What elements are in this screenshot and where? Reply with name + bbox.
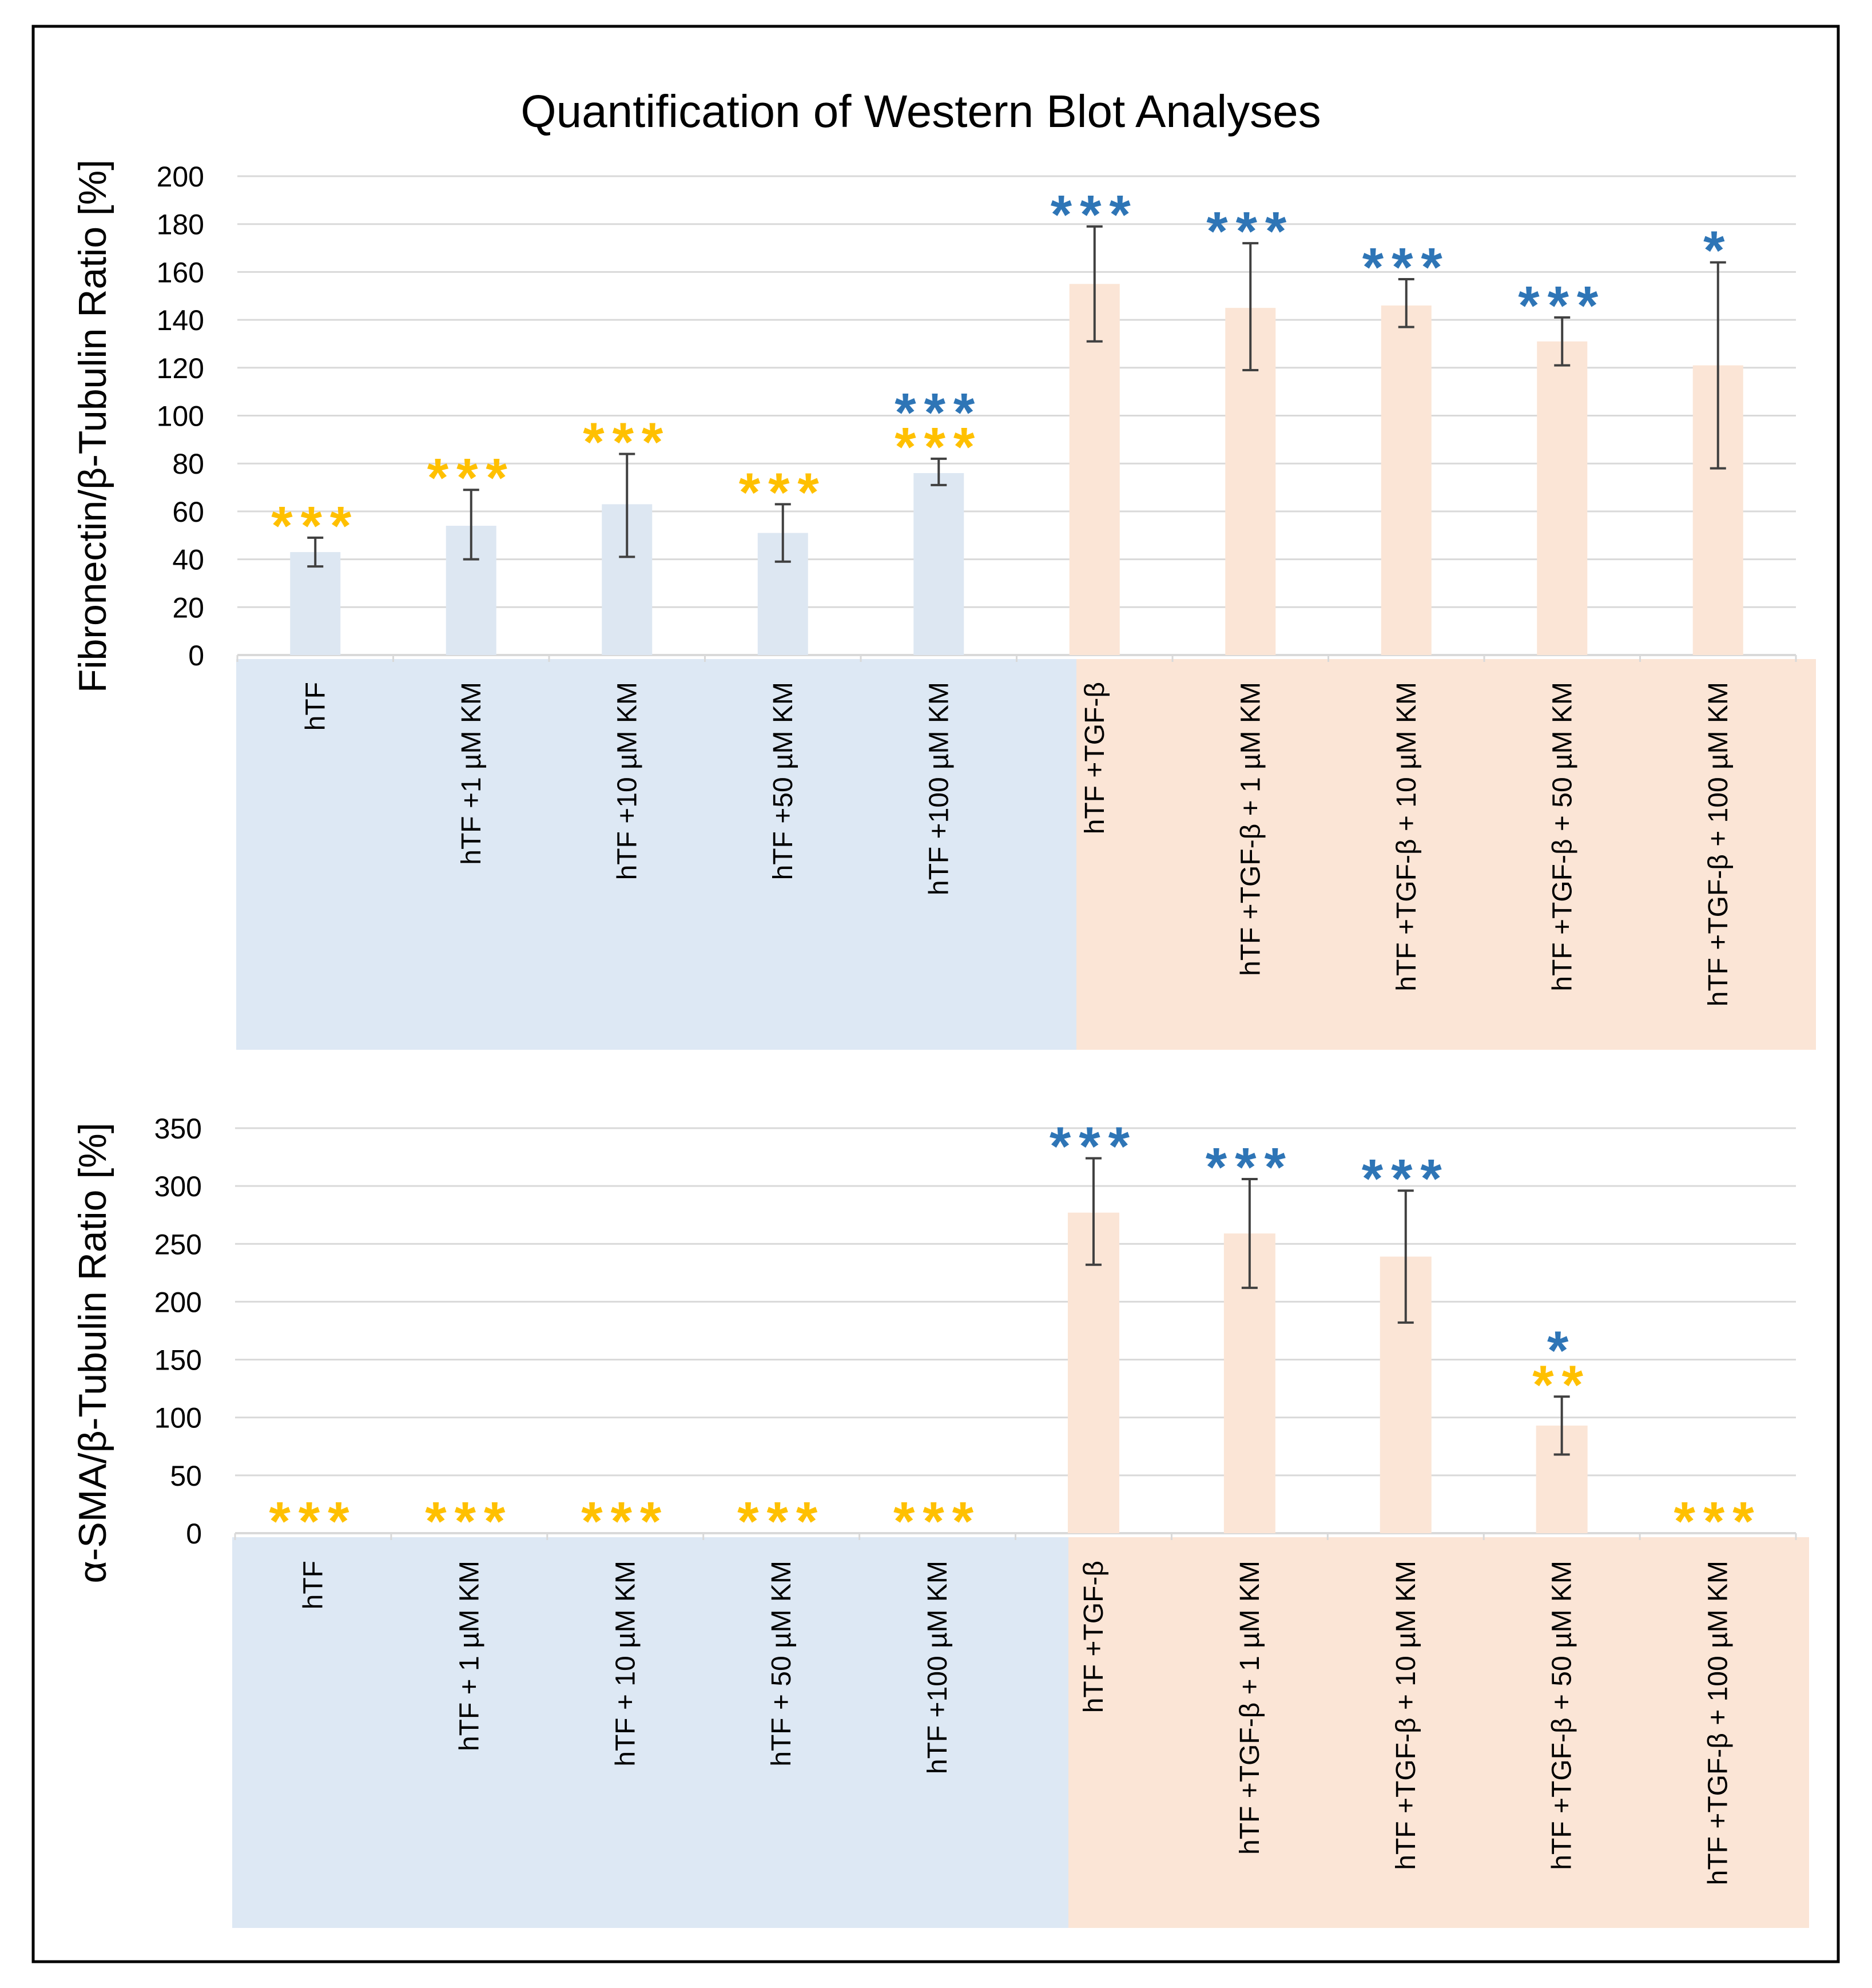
bar — [1381, 305, 1432, 655]
category-label: hTF — [298, 1561, 328, 1609]
stars-yellow: *** — [581, 1491, 669, 1552]
y-tick-labels: 0 50 100 150 200 250 300 350 — [154, 1113, 202, 1550]
y-axis-label: α-SMA/β-Tubulin Ratio [%] — [71, 1122, 114, 1583]
y-tick-label: 200 — [154, 1286, 202, 1318]
y-tick-label: 50 — [170, 1460, 202, 1492]
stars-blue: *** — [1051, 184, 1139, 245]
stars-blue: *** — [1362, 237, 1450, 298]
y-tick-label: 350 — [154, 1113, 202, 1145]
stars-blue: *** — [1518, 275, 1606, 336]
error-bars — [1085, 1157, 1570, 1456]
error-bars — [307, 225, 1726, 568]
significance-stars: *** *** *** *** ****** *** ********* — [269, 1116, 1762, 1552]
stars-yellow: *** — [737, 1491, 825, 1552]
y-tick-label: 100 — [157, 400, 204, 432]
significance-stars: ********************* ********** — [271, 184, 1732, 557]
stars-blue: *** — [1050, 1116, 1138, 1177]
y-tick-label: 160 — [157, 256, 204, 288]
y-tick-label: 180 — [157, 209, 204, 241]
category-label: hTF +TGF-β + 10 µM KM — [1392, 682, 1422, 991]
stars-yellow: *** — [427, 447, 515, 509]
stars-blue: *** — [1362, 1148, 1450, 1209]
category-label: hTF +TGF-β + 1 µM KM — [1235, 682, 1266, 976]
stars-yellow: *** — [893, 1491, 981, 1552]
category-label: hTF +100 µM KM — [923, 1561, 953, 1774]
y-axis-label: Fibronectin/β-Tubulin Ratio [%] — [71, 160, 114, 693]
y-tick-label: 0 — [188, 640, 204, 672]
category-labels: hTF hTF +1 µM KM hTF +10 µM KM hTF +50 µM K… — [300, 682, 1734, 1006]
bars — [290, 284, 1743, 655]
y-tick-label: 200 — [157, 161, 204, 193]
y-tick-label: 60 — [172, 496, 204, 528]
category-label: hTF +10 µM KM — [612, 682, 642, 880]
tgf-group-band — [1068, 1537, 1809, 1928]
stars-blue: *** — [1206, 1137, 1294, 1198]
category-label: hTF + 50 µM KM — [766, 1561, 797, 1767]
bar — [1537, 341, 1588, 655]
category-label: hTF +TGF-β — [1079, 1561, 1109, 1713]
y-tick-label: 80 — [172, 448, 204, 480]
category-label: hTF +TGF-β + 1 µM KM — [1235, 1561, 1265, 1855]
stars-blue: * — [1547, 1320, 1576, 1381]
category-label: hTF +TGF-β + 100 µM KM — [1703, 682, 1734, 1006]
y-tick-label: 120 — [157, 352, 204, 384]
control-group-band — [236, 659, 1076, 1050]
stars-blue: * — [1703, 220, 1732, 281]
stars-blue: *** — [895, 382, 983, 443]
y-tick-label: 250 — [154, 1228, 202, 1260]
bar — [290, 552, 341, 655]
stars-yellow: *** — [583, 411, 671, 473]
gridlines — [234, 1127, 1797, 1540]
category-label: hTF +TGF-β + 10 µM KM — [1391, 1561, 1421, 1870]
bar — [1067, 1212, 1119, 1533]
group-bands — [232, 1537, 1809, 1928]
bar — [913, 473, 964, 655]
category-labels: hTF hTF + 1 µM KM hTF + 10 µM KM hTF + 50 µ… — [298, 1561, 1733, 1885]
y-tick-label: 40 — [172, 544, 204, 576]
category-label: hTF +TGF-β + 100 µM KM — [1703, 1561, 1734, 1885]
y-tick-labels: 0 20 40 60 80 100 120 140 160 180 200 — [157, 161, 204, 672]
category-label: hTF +TGF-β + 50 µM KM — [1547, 682, 1577, 991]
stars-yellow: *** — [271, 495, 359, 557]
stars-yellow: ** — [1532, 1354, 1591, 1415]
chart-alpha-sma: *** *** *** *** ****** *** ********* 050100150… — [71, 1113, 1809, 1928]
y-tick-label: 100 — [154, 1402, 202, 1434]
y-tick-label: 140 — [157, 304, 204, 336]
category-label: hTF + 1 µM KM — [454, 1561, 484, 1751]
category-label: hTF +50 µM KM — [768, 682, 798, 880]
y-tick-label: 0 — [186, 1518, 202, 1550]
y-tick-label: 300 — [154, 1170, 202, 1203]
chart-fibronectin: ********************* ********** 02040608… — [71, 160, 1816, 1050]
control-group-band — [232, 1537, 1068, 1928]
category-label: hTF +100 µM KM — [924, 682, 954, 895]
category-label: hTF +TGF-β + 50 µM KM — [1547, 1561, 1577, 1870]
tgf-group-band — [1076, 659, 1816, 1050]
category-label: hTF — [300, 682, 331, 731]
stars-yellow: *** — [425, 1491, 513, 1552]
stars-yellow: *** — [739, 462, 827, 523]
stars-yellow: *** — [269, 1491, 357, 1552]
category-label: hTF +1 µM KM — [456, 682, 487, 865]
bar — [1069, 284, 1120, 655]
gridlines — [236, 175, 1797, 662]
y-tick-label: 150 — [154, 1344, 202, 1376]
stars-yellow: *** — [895, 416, 983, 478]
y-tick-label: 20 — [172, 592, 204, 624]
figure-title: Quantification of Western Blot Analyses — [520, 86, 1321, 137]
group-bands — [236, 659, 1816, 1050]
category-label: hTF +TGF-β — [1080, 682, 1110, 834]
stars-blue: *** — [1206, 201, 1294, 262]
category-label: hTF + 10 µM KM — [610, 1561, 641, 1767]
stars-yellow: *** — [1674, 1491, 1762, 1552]
